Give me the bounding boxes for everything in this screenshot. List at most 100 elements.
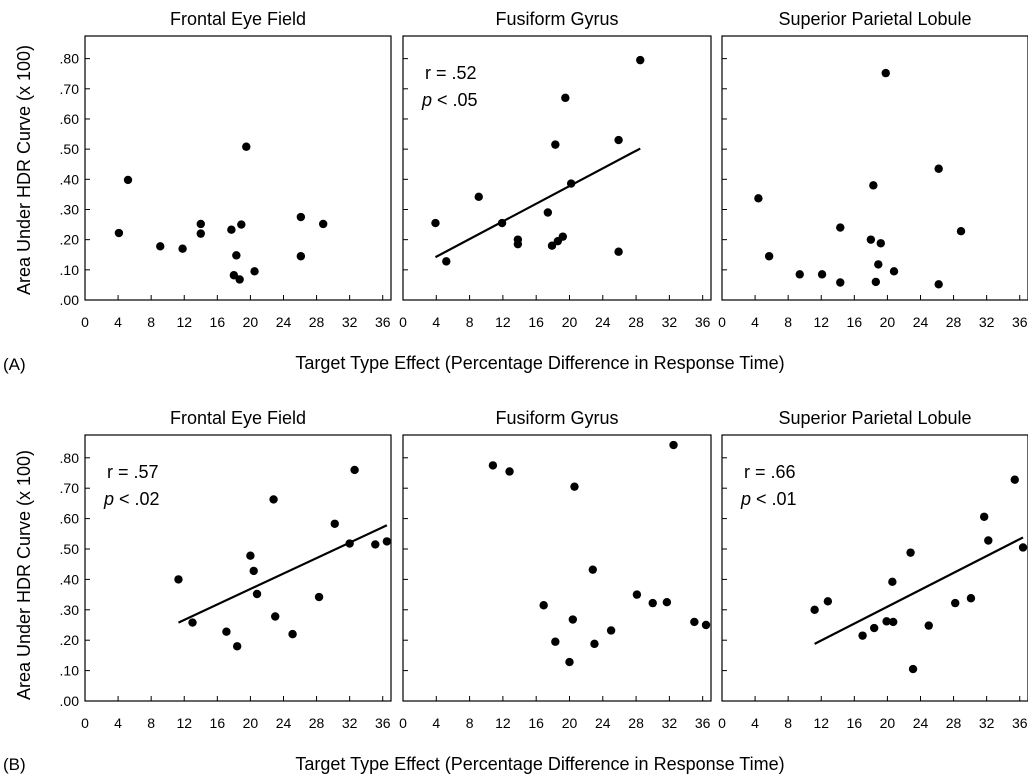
x-tick-label: 16: [210, 715, 226, 731]
x-tick-label: 12: [495, 715, 511, 731]
data-point: [858, 631, 867, 640]
data-point: [636, 55, 645, 65]
data-point: [442, 257, 451, 266]
x-tick-label: 12: [176, 314, 192, 330]
x-tick-label: 4: [432, 715, 440, 731]
x-tick-label: 28: [628, 314, 644, 330]
p-value: p < .02: [103, 489, 160, 509]
data-point: [318, 219, 328, 229]
panel-title: Fusiform Gyrus: [495, 408, 618, 428]
x-tick-label: 32: [662, 314, 678, 330]
data-point: [252, 589, 262, 599]
data-point: [924, 621, 933, 630]
x-tick-label: 28: [628, 715, 644, 731]
x-tick-label: 36: [695, 314, 711, 330]
y-tick-label: .20: [60, 632, 80, 648]
y-tick-label: .30: [60, 602, 80, 618]
panel-2: Fusiform Gyrus 0 4 8 12 16 20 24 28 32 36 r = .52 p …: [399, 9, 712, 330]
x-tick-label: 8: [784, 715, 792, 731]
x-tick-label: 20: [562, 715, 578, 731]
data-point: [876, 239, 885, 248]
x-tick-label: 8: [784, 314, 792, 330]
x-tick-label: 24: [913, 715, 929, 731]
data-point: [330, 519, 339, 528]
data-point: [669, 440, 678, 450]
data-point: [235, 275, 244, 284]
y-tick-label: .30: [60, 201, 80, 217]
x-tick-label: 0: [399, 715, 407, 731]
data-point: [345, 539, 354, 548]
data-point: [795, 270, 804, 279]
x-tick-label: 16: [528, 715, 544, 731]
x-tick-label: 24: [276, 715, 292, 731]
x-tick-label: 4: [751, 715, 759, 731]
y-tick-label: .40: [60, 171, 80, 187]
p-value: p < .01: [740, 489, 797, 509]
x-tick-label: 12: [813, 715, 829, 731]
panel-label-a: (A): [3, 355, 26, 374]
data-point: [566, 179, 576, 188]
data-point: [288, 629, 297, 639]
regression-line: [434, 147, 641, 259]
plot-frame: [84, 434, 392, 702]
x-tick-label: 0: [81, 314, 89, 330]
data-point: [966, 594, 976, 603]
x-tick-label: 36: [1012, 715, 1028, 731]
x-tick-label: 12: [813, 314, 829, 330]
data-point: [590, 639, 599, 649]
y-tick-label: .10: [60, 262, 80, 278]
x-axis-label-a: Target Type Effect (Percentage Differenc…: [295, 353, 784, 373]
data-point: [271, 612, 280, 621]
data-point: [869, 623, 879, 633]
panel-label-b: (B): [3, 755, 26, 774]
data-point: [196, 219, 205, 229]
x-tick-label: 0: [718, 715, 726, 731]
data-point: [908, 664, 918, 674]
panel-title: Fusiform Gyrus: [495, 9, 618, 29]
x-tick-label: 36: [375, 314, 391, 330]
y-tick-label: .50: [60, 541, 80, 557]
data-point: [810, 605, 819, 614]
data-point: [979, 512, 989, 521]
data-point: [551, 637, 560, 646]
data-point: [196, 229, 205, 238]
data-point: [371, 540, 380, 549]
x-tick-label: 20: [880, 715, 896, 731]
y-tick-label: .60: [60, 111, 80, 127]
data-point: [906, 548, 915, 557]
x-tick-label: 4: [432, 314, 440, 330]
x-tick-label: 28: [309, 314, 325, 330]
data-point: [606, 626, 616, 635]
x-tick-label: 32: [979, 715, 995, 731]
data-point: [237, 220, 246, 229]
x-tick-label: 4: [751, 314, 759, 330]
plot-frame: [402, 434, 712, 702]
data-point: [869, 181, 878, 190]
x-tick-label: 24: [276, 314, 292, 330]
panel-title: Superior Parietal Lobule: [778, 408, 971, 428]
data-point: [565, 657, 574, 667]
x-tick-label: 32: [342, 314, 358, 330]
x-tick-label: 36: [1012, 314, 1028, 330]
data-point: [242, 142, 251, 151]
x-tick-label: 32: [342, 715, 358, 731]
data-point: [232, 642, 242, 651]
data-point: [488, 461, 498, 470]
data-point: [558, 232, 568, 241]
data-point: [614, 135, 623, 145]
x-tick-label: 8: [147, 314, 155, 330]
y-axis-label-a: Area Under HDR Curve (x 100): [14, 45, 34, 295]
y-tick-label: .70: [60, 81, 80, 97]
data-point: [505, 467, 514, 476]
y-tick-label: .70: [60, 480, 80, 496]
plot-frame: [402, 35, 712, 301]
data-point: [662, 598, 672, 607]
data-point: [568, 615, 578, 624]
data-point: [882, 617, 891, 626]
data-point: [229, 271, 239, 280]
data-point: [513, 239, 523, 249]
data-point: [588, 565, 597, 574]
x-tick-label: 32: [662, 715, 678, 731]
data-point: [934, 164, 943, 173]
